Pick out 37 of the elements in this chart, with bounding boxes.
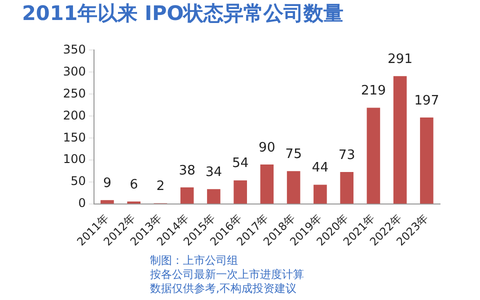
data-label: 90 (258, 140, 276, 156)
data-label: 75 (285, 146, 302, 162)
bar (100, 200, 114, 204)
text: 按各公司最新一次上市进度计算 (150, 268, 304, 282)
bar (340, 172, 354, 204)
data-label: 9 (103, 176, 112, 192)
y-tick-label: 100 (63, 152, 86, 166)
data-label: 54 (232, 156, 249, 172)
bar (393, 76, 407, 204)
bar (180, 187, 194, 204)
data-label: 6 (130, 177, 138, 192)
data-label: 2 (156, 179, 165, 194)
bar (234, 180, 247, 204)
y-tick-label: 150 (63, 130, 86, 144)
bar (366, 108, 380, 204)
y-tick-label: 0 (78, 196, 86, 210)
bar (260, 164, 274, 204)
bar (127, 201, 140, 204)
bar (314, 184, 327, 204)
data-label: 197 (414, 93, 440, 108)
y-tick-label: 300 (63, 64, 86, 78)
y-tick-label: 200 (63, 108, 86, 122)
data-label: 44 (312, 160, 328, 176)
bar (286, 171, 300, 204)
data-label: 219 (361, 84, 386, 99)
y-tick-label: 250 (63, 86, 86, 100)
bar (207, 189, 220, 204)
y-tick-label: 350 (63, 42, 86, 56)
y-tick-label: 50 (70, 174, 86, 188)
text: 制图：上市公司组 (150, 254, 239, 268)
text: 数据仅供参考,不构成投资建议 (150, 282, 298, 296)
chart-title: 2011年以来 IPO状态异常公司数量 (22, 0, 344, 26)
data-label: 38 (178, 163, 196, 178)
data-label: 73 (338, 148, 356, 163)
data-label: 291 (388, 52, 412, 68)
data-label: 34 (205, 165, 222, 180)
bar (420, 117, 434, 204)
